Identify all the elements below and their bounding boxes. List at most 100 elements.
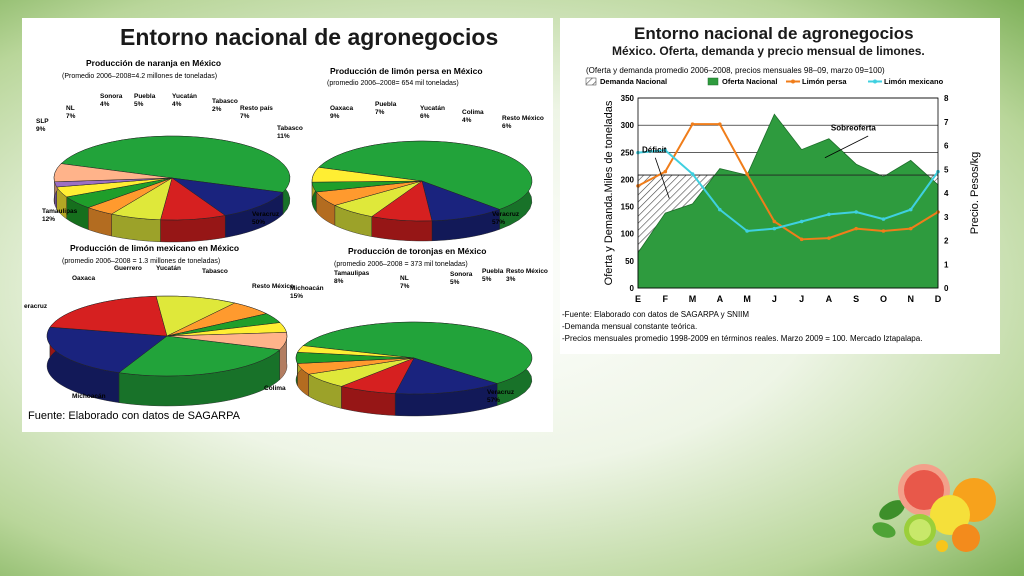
pie-charts-panel: Entorno nacional de agronegocios Producc…: [22, 18, 553, 432]
series-point-lim-n-mexicano: [827, 212, 831, 217]
series-point-lim-n-persa: [908, 226, 913, 231]
x-tick-label: S: [853, 294, 859, 304]
pie-subtitle-limon-persa: (promedio 2006–2008= 654 mil toneladas): [327, 80, 459, 87]
x-tick-label: M: [689, 294, 697, 304]
y-tick-label: 150: [621, 203, 635, 212]
left-main-title: Entorno nacional de agronegocios: [120, 24, 499, 50]
pie-label: Resto país 7%: [240, 105, 273, 120]
x-tick-label: J: [772, 294, 777, 304]
y-axis-label: Oferta y Demanda.Miles de toneladas: [603, 100, 615, 285]
lime-flesh-icon: [909, 519, 931, 541]
x-tick-label: A: [826, 294, 833, 304]
pie-slice-veracruz: [60, 135, 291, 193]
series-point-lim-n-persa: [718, 122, 722, 126]
pie-label: Puebla 5%: [482, 268, 504, 283]
y-tick-label: 0: [630, 284, 635, 293]
pie-subtitle-toronjas: (promedio 2006–2008 = 373 mil toneladas): [334, 261, 468, 268]
pie-slice-oaxaca: [155, 295, 236, 337]
pie-label: Michoacán: [72, 393, 106, 400]
right-main-title: Entorno nacional de agronegocios: [634, 24, 914, 43]
pie-label: Colima 4%: [462, 109, 484, 124]
pie-slice-michoac-n: [394, 357, 499, 395]
right-subtitle: México. Oferta, demanda y precio mensual…: [612, 44, 925, 58]
pie-slice-resto-pa-s: [53, 163, 173, 183]
pie-label: Resto México: [252, 283, 294, 290]
series-point-lim-n-persa: [745, 172, 749, 176]
legend-label: Demanda Nacional: [600, 77, 667, 86]
supply-demand-chart-svg: 0 50 100 150 200 250 300 350 0 1 2 3 4 5 6 7 8 E F M A M J J A S O…: [585, 77, 981, 304]
series-line-lim-n-mexicano: [637, 149, 939, 232]
pie-slice-veracruz: [318, 140, 533, 210]
annotation-sobreoferta: Sobreoferta: [831, 124, 876, 133]
legend-label: Oferta Nacional: [722, 77, 777, 86]
series-point-lim-n-persa: [772, 219, 777, 224]
footnote-prices: -Precios mensuales promedio 1998-2009 en…: [562, 334, 923, 343]
pie-label: Veracruz 57%: [492, 211, 520, 226]
leaf-icon: [879, 500, 905, 520]
pie-title-limon-mexicano: Producción de limón mexicano en México: [70, 243, 240, 253]
pie-label: Tamaulipas 12%: [42, 208, 78, 223]
pie-slice-veracruz: [49, 295, 168, 337]
series-point-lim-n-mexicano: [690, 172, 695, 176]
pie-label: Oaxaca 9%: [330, 105, 354, 120]
grapefruit-flesh-icon: [904, 470, 944, 510]
pie-toronjas: Veracruz 57% Michoacán 15% Tamaulipas 8% NL 7% S…: [290, 268, 548, 417]
y-tick-label: 300: [621, 121, 635, 130]
y-tick-label: 100: [621, 230, 635, 239]
y-tick-label: 250: [621, 148, 635, 157]
y2-tick-label: 6: [944, 142, 949, 151]
citrus-fruit-illustration: [872, 464, 996, 552]
pie-label: Yucatán 6%: [420, 105, 445, 120]
series-point-lim-n-mexicano: [799, 219, 804, 224]
x-tick-label: D: [935, 294, 942, 304]
legend-swatch-marker: [791, 79, 795, 84]
series-point-lim-n-mexicano: [745, 229, 749, 233]
x-tick-label: E: [635, 294, 641, 304]
y2-tick-label: 7: [944, 118, 949, 127]
pie-subtitle-naranja: (Promedio 2006–2008=4.2 millones de tone…: [62, 73, 218, 80]
y2-tick-label: 0: [944, 284, 949, 293]
y-tick-label: 200: [621, 175, 635, 184]
x-tick-label: A: [717, 294, 724, 304]
pie-title-toronjas: Producción de toronjas en México: [348, 246, 487, 256]
pie-slice-tabasco: [421, 180, 501, 222]
pie-label: Yucatán: [156, 265, 181, 272]
pie-label: Tabasco 11%: [277, 125, 303, 140]
pie-label: eracruz: [24, 303, 48, 310]
annotation-arrow: [824, 135, 869, 159]
legend-swatch-demand: [585, 77, 597, 86]
pie-slice-michoac-n: [46, 326, 168, 373]
tangerine-icon: [952, 524, 980, 552]
pie-label: Tamaulipas 8%: [334, 270, 370, 285]
pie-slice-resto-m-xico: [297, 345, 415, 359]
y-tick-label: 50: [625, 257, 634, 266]
footnote-demand: -Demanda mensual constante teórica.: [562, 322, 698, 331]
pie-label: NL 7%: [400, 275, 410, 290]
y2-axis-label: Precio. Pesos/kg: [969, 152, 981, 235]
pie-label: Guerrero: [114, 265, 142, 272]
pie-label: Resto México 3%: [506, 268, 548, 283]
pie-label: Tabasco 2%: [212, 98, 238, 113]
annotation-deficit: Déficit: [642, 145, 667, 154]
pie-title-limon-persa: Producción de limón persa en México: [330, 66, 483, 76]
pie-title-naranja: Producción de naranja en México: [86, 58, 222, 68]
pie-label: Sonora 5%: [450, 271, 473, 286]
x-tick-label: M: [743, 294, 751, 304]
series-point-lim-n-mexicano: [881, 217, 886, 221]
pie-label: Michoacán 15%: [290, 285, 324, 300]
pie-naranja: Veracruz 50% Tamaulipas 12% SLP 9% NL 7% Sonora 4…: [36, 93, 291, 243]
pie-limon-mexicano: Colima Michoacán eracruz Oaxaca Guerrero Yuca…: [24, 265, 294, 407]
pie-slice-veracruz: [302, 321, 533, 384]
y2-tick-label: 1: [944, 260, 949, 269]
pie-slice-resto-m-xico: [166, 332, 288, 350]
pie-label: Resto México 6%: [502, 115, 544, 130]
y-tick-label: 350: [621, 94, 635, 103]
kumquat-icon: [936, 540, 948, 552]
y2-tick-label: 4: [944, 189, 949, 198]
series-point-lim-n-persa: [827, 236, 831, 240]
pie-label: Veracruz 57%: [487, 389, 515, 404]
lemon-icon: [930, 495, 970, 535]
series-point-lim-n-mexicano: [854, 210, 858, 214]
pie-label: Puebla 5%: [134, 93, 156, 108]
x-tick-label: N: [907, 294, 914, 304]
